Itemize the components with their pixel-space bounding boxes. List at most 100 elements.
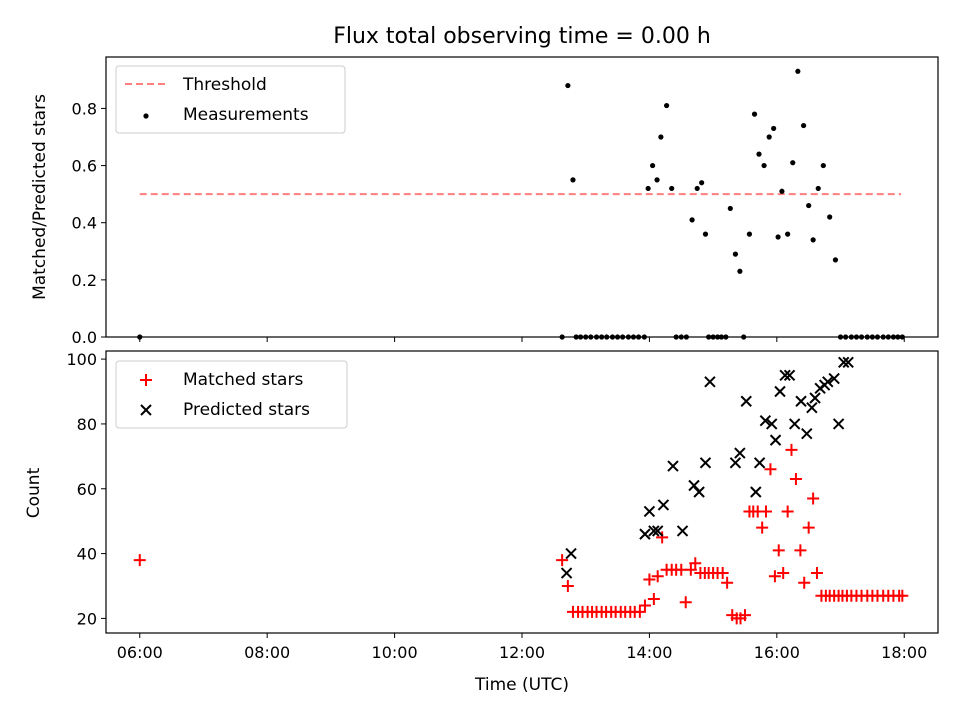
predicted-star-point [676, 525, 689, 537]
measurement-point [570, 177, 576, 183]
predicted-star-point [769, 434, 782, 446]
matched-star-point [133, 554, 146, 567]
measurement-point [832, 257, 839, 263]
measurement-point [746, 231, 753, 237]
measurement-point [756, 151, 762, 157]
bottom-panel-x-ticks: 06:00 08:00 10:00 12:00 14:00 16:00 18:00 [117, 633, 927, 662]
matched-star-point [785, 443, 798, 456]
measurement-point [732, 251, 739, 257]
predicted-star-point [729, 457, 742, 469]
matched-star-point [633, 605, 646, 618]
predicted-star-point [832, 418, 845, 430]
matched-star-point [643, 573, 656, 586]
matched-star-point [721, 576, 734, 589]
bottom-panel-legend: Matched stars Predicted stars [115, 360, 348, 429]
measurement-point [654, 177, 660, 183]
legend-matched-label: Matched stars [183, 370, 303, 390]
predicted-star-point [838, 356, 850, 369]
measurement-point [664, 102, 670, 109]
measurement-point [815, 185, 821, 192]
matched-star-point [556, 554, 569, 567]
measurement-point [766, 134, 772, 140]
x-tick-label: 16:00 [754, 643, 800, 662]
measurement-point [737, 268, 743, 274]
measurement-point [658, 134, 664, 140]
predicted-star-point [766, 418, 778, 430]
top-panel-y-axis-label: Matched/Predicted stars [30, 94, 50, 300]
measurement-point [820, 162, 826, 169]
y-tick-label: 60 [77, 480, 97, 499]
predicted-star-point [753, 457, 766, 469]
measurement-point [779, 188, 785, 194]
matched-star-point [772, 544, 785, 557]
measurement-point [727, 205, 733, 212]
predicted-star-point [822, 376, 834, 388]
predicted-star-point [639, 528, 651, 540]
predicted-star-point [750, 486, 762, 498]
x-tick-label: 06:00 [117, 643, 163, 662]
x-tick-label: 08:00 [244, 643, 290, 662]
predicted-star-point [759, 414, 772, 427]
legend-threshold-label: Threshold [182, 75, 267, 95]
predicted-star-point [774, 385, 786, 398]
x-tick-label: 10:00 [372, 643, 418, 662]
legend-predicted-swatch [140, 404, 152, 416]
top-panel-x-ticks [139, 337, 905, 342]
matched-star-point [794, 544, 807, 557]
matched-star-point [768, 570, 781, 583]
bottom-panel-y-axis-label: Count [24, 467, 44, 518]
measurement-point [800, 122, 807, 129]
predicted-star-point [704, 376, 716, 388]
predicted-star-point [657, 499, 670, 511]
y-tick-label: 80 [77, 415, 97, 434]
predicted-star-point [740, 395, 752, 407]
predicted-star-point [643, 505, 656, 518]
measurement-point [827, 214, 833, 220]
legend-matched-swatch [140, 374, 152, 386]
matched-star-point [789, 473, 802, 486]
matched-star-point [756, 521, 769, 534]
y-tick-label: 20 [77, 609, 97, 628]
predicted-star-point [806, 402, 818, 414]
x-tick-label: 18:00 [881, 643, 927, 662]
matched-star-point [777, 567, 790, 580]
matched-star-point [738, 609, 751, 622]
measurement-point [565, 82, 571, 89]
y-tick-label: 0.2 [72, 271, 97, 290]
predicted-star-point [565, 547, 577, 560]
measurement-point [790, 160, 796, 166]
y-tick-label: 0.6 [72, 157, 97, 176]
matched-star-point [896, 589, 909, 602]
predicted-star-point [801, 427, 813, 440]
chart-title: Flux total observing time = 0.00 h [333, 24, 711, 49]
measurement-point [645, 185, 651, 192]
matched-star-point [802, 521, 815, 534]
measurement-point [806, 202, 812, 209]
x-tick-label: 12:00 [499, 643, 545, 662]
measurement-point [795, 68, 801, 74]
predicted-star-point [693, 486, 705, 498]
predicted-star-point [734, 447, 746, 459]
matched-star-point [651, 570, 664, 583]
measurement-point [669, 185, 675, 192]
measurement-point [785, 231, 791, 237]
matched-star-point [764, 463, 777, 476]
matched-star-point [716, 567, 729, 580]
y-tick-label: 0.4 [72, 214, 97, 233]
x-tick-label: 14:00 [626, 643, 672, 662]
top-panel-matched-ratio: 0.00.20.40.60.8 Matched/Predicted stars … [30, 56, 939, 347]
predicted-star-point [788, 418, 801, 430]
x-axis-label: Time (UTC) [474, 675, 569, 695]
matched-star-point [647, 592, 660, 605]
matched-star-point [684, 563, 697, 576]
measurement-point [810, 237, 816, 243]
predicted-star-point [651, 525, 664, 537]
matched-star-point [656, 531, 669, 544]
predicted-star-point [809, 392, 821, 404]
bottom-panel-marks [133, 356, 909, 625]
y-tick-label: 100 [66, 350, 97, 369]
matched-star-point [759, 505, 772, 518]
predicted-star-point [779, 369, 791, 382]
measurement-point [689, 217, 695, 223]
y-tick-label: 0.0 [72, 328, 97, 347]
